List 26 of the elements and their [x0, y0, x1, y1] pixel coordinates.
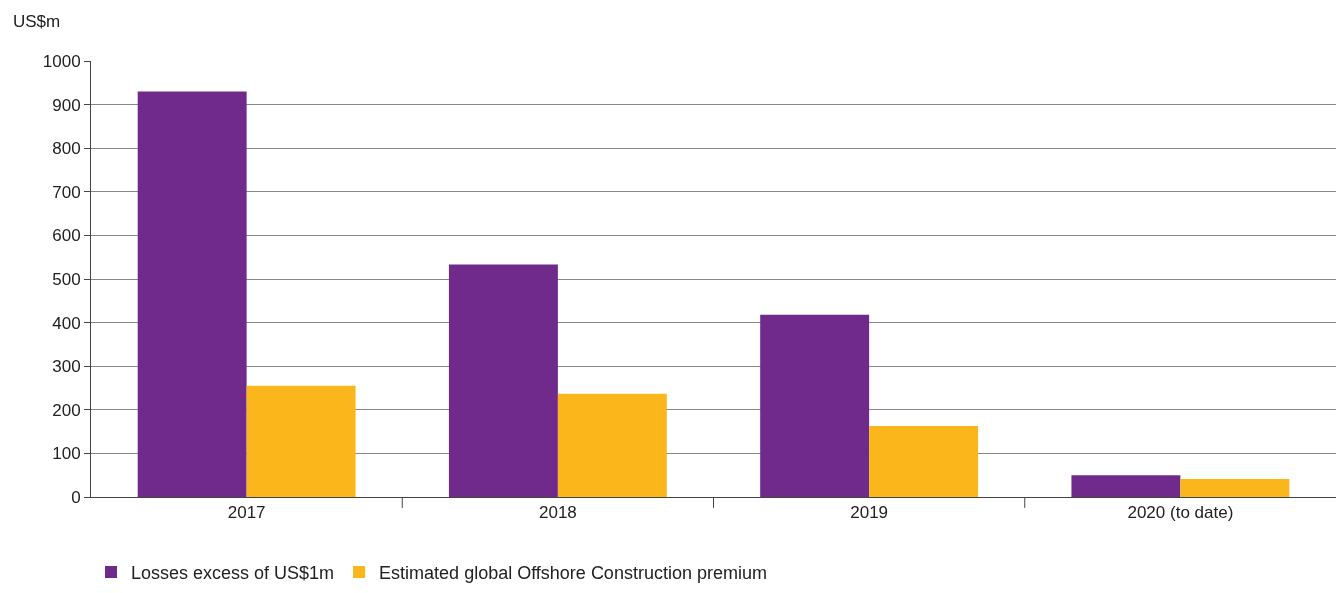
bar	[246, 385, 356, 497]
bar	[1180, 479, 1290, 497]
y-tick-label: 0	[71, 487, 81, 507]
y-tick-label: 800	[52, 139, 81, 159]
y-tick-label: 400	[52, 313, 81, 333]
bar	[760, 314, 870, 497]
y-tick-label: 700	[52, 182, 81, 202]
x-tick-label: 2017	[227, 503, 266, 523]
bar	[1071, 475, 1181, 497]
y-tick-label: 500	[52, 269, 81, 289]
bar	[448, 264, 558, 497]
y-tick-label: 900	[52, 95, 81, 115]
y-tick-label: 600	[52, 226, 81, 246]
legend-label: Losses excess of US$1m	[131, 562, 335, 583]
y-tick-label: 100	[52, 444, 81, 464]
legend-label: Estimated global Offshore Construction premium	[379, 562, 767, 583]
x-tick-label: 2020 (to date)	[1127, 503, 1234, 523]
y-tick-label: 1000	[42, 51, 81, 71]
bar	[137, 91, 247, 497]
x-tick-label: 2019	[850, 503, 889, 523]
y-tick-label: 300	[52, 357, 81, 377]
bar	[557, 393, 667, 497]
y-axis-title: US$m	[13, 12, 61, 31]
bar	[869, 425, 979, 497]
y-tick-label: 200	[52, 400, 81, 420]
x-tick-label: 2018	[538, 503, 577, 523]
